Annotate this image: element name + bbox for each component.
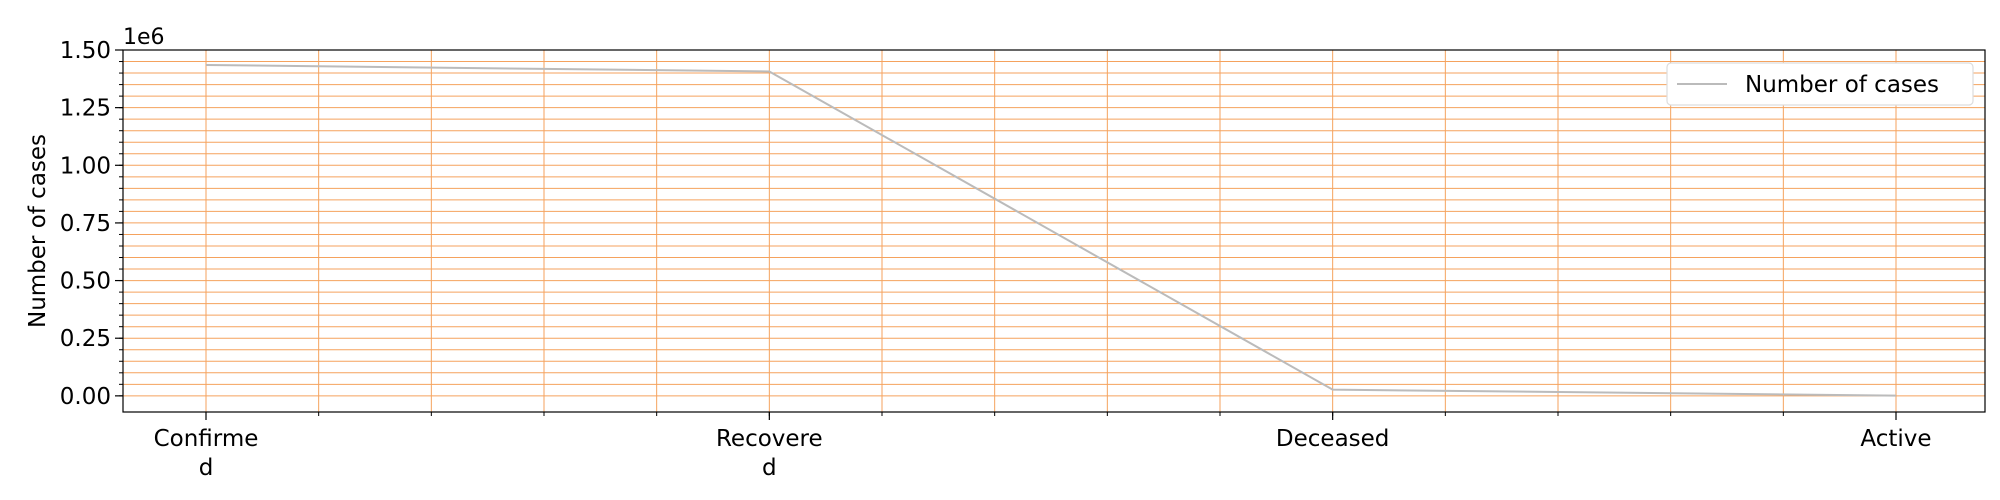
y-tick-label: 1.50 [60,38,111,64]
series-line [205,63,1897,397]
x-tick-label: Active [1860,426,1931,452]
plot-frame [122,49,1986,413]
y-axis: 0.00 0.25 0.50 0.75 1.00 1.25 1.50 [60,38,123,410]
x-tick-label: Deceased [1276,426,1389,452]
y-tick-label: 1.25 [60,96,111,122]
legend: Number of cases [1666,62,1974,106]
legend-label: Number of cases [1745,72,1939,98]
x-tick-label: Recovere d [716,426,823,481]
series-layer [205,63,1897,397]
x-axis: Confirme d Recovere d Deceased Active [154,412,1932,481]
x-tick-label: Confirme d [154,426,259,481]
y-tick-label: 0.25 [60,326,111,352]
y-tick-label: 0.50 [60,269,111,295]
y-tick-label: 0.00 [60,384,111,410]
y-axis-title: Number of cases [25,134,51,328]
legend-box [1666,62,1974,106]
plot-background [123,50,1985,412]
y-tick-label: 0.75 [60,211,111,237]
y-tick-label: 1.00 [60,153,111,179]
offset-label: 1e6 [123,25,165,50]
